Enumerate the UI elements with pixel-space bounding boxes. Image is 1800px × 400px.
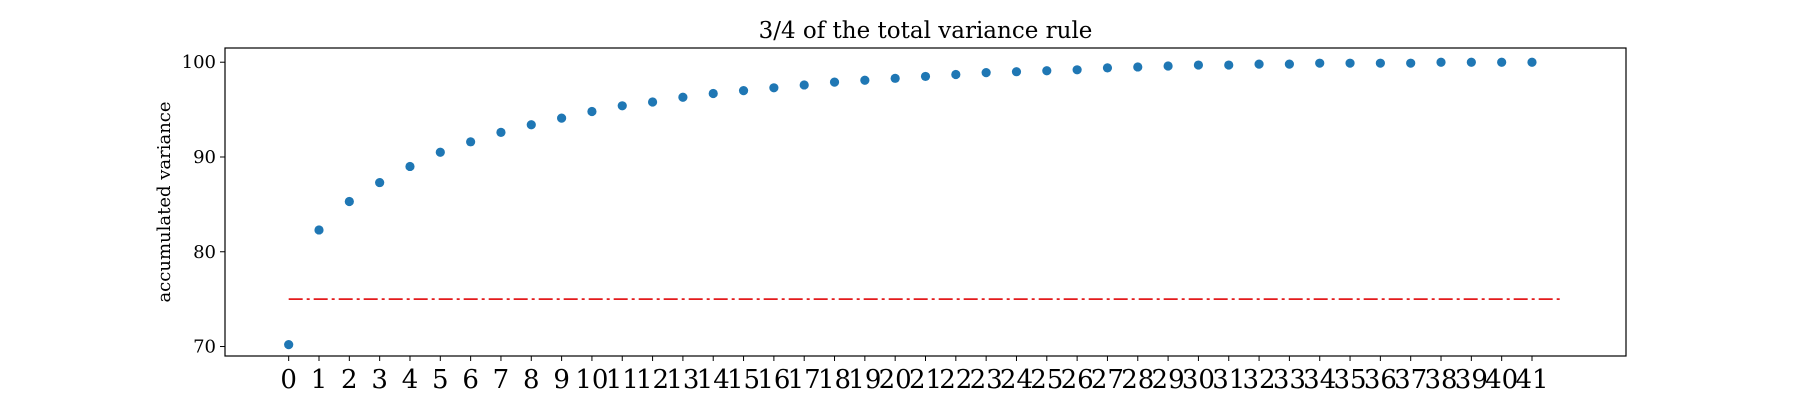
data-point (981, 68, 991, 78)
x-tick-label: 10 (575, 365, 608, 395)
data-point (1133, 62, 1143, 72)
y-tick-label: 90 (193, 147, 216, 168)
x-tick-label: 40 (1485, 365, 1518, 395)
x-tick-label: 4 (402, 365, 419, 395)
x-tick-label: 13 (666, 365, 699, 395)
x-tick-label: 5 (432, 365, 449, 395)
data-point (466, 137, 476, 147)
x-tick-label: 16 (757, 365, 790, 395)
data-point (435, 147, 445, 157)
data-point (738, 86, 749, 96)
data-points (284, 57, 1537, 350)
data-point (1163, 61, 1173, 71)
x-tick-label: 7 (493, 365, 510, 395)
data-point (708, 88, 718, 99)
x-tick-label: 14 (697, 365, 730, 395)
x-tick-label: 32 (1243, 365, 1276, 395)
x-tick-label: 21 (909, 365, 942, 395)
data-point (344, 196, 354, 207)
x-tick-label: 9 (553, 365, 570, 395)
data-point (1406, 58, 1416, 68)
chart-title: 3/4 of the total variance rule (759, 18, 1093, 44)
data-point (284, 340, 294, 350)
x-tick-label: 30 (1182, 365, 1215, 395)
x-tick-label: 41 (1515, 365, 1548, 395)
y-tick-label: 100 (182, 52, 216, 73)
x-axis: 0 1 2 3 4 5 6 7 8 9 101112131415161718192021222324… (280, 356, 1549, 395)
x-tick-label: 2 (341, 365, 358, 395)
data-point (829, 77, 840, 87)
x-tick-label: 6 (462, 365, 479, 395)
data-point (647, 97, 658, 107)
data-point (375, 177, 385, 188)
x-tick-label: 25 (1030, 365, 1063, 395)
data-point (1375, 58, 1385, 68)
x-tick-label: 27 (1091, 365, 1124, 395)
x-tick-label: 3 (371, 365, 388, 395)
x-tick-label: 38 (1424, 365, 1457, 395)
y-tick-label: 80 (193, 242, 216, 263)
x-tick-label: 29 (1152, 365, 1185, 395)
x-tick-label: 39 (1455, 365, 1488, 395)
data-point (557, 113, 567, 123)
data-point (1072, 65, 1082, 75)
x-tick-label: 23 (970, 365, 1003, 395)
data-point (1315, 58, 1325, 68)
data-point (890, 73, 900, 83)
data-point (1436, 57, 1446, 67)
data-point (1102, 63, 1113, 73)
x-tick-label: 28 (1121, 365, 1154, 395)
x-tick-label: 36 (1364, 365, 1397, 395)
x-tick-label: 35 (1333, 365, 1366, 395)
data-point (1193, 60, 1204, 70)
x-tick-label: 8 (523, 365, 540, 395)
data-point (1497, 57, 1507, 67)
y-axis: 70 80 90 100 (182, 52, 225, 358)
data-point (405, 161, 415, 172)
x-tick-label: 11 (606, 365, 639, 395)
data-point (1254, 59, 1264, 69)
data-point (951, 69, 961, 80)
x-tick-label: 17 (788, 365, 821, 395)
data-point (617, 101, 627, 111)
data-point (860, 75, 870, 85)
x-tick-label: 24 (1000, 365, 1033, 395)
x-tick-label: 33 (1273, 365, 1306, 395)
data-point (1345, 58, 1355, 68)
x-tick-label: 0 (280, 365, 297, 395)
data-point (1224, 60, 1234, 70)
x-tick-label: 34 (1303, 365, 1336, 395)
data-point (314, 225, 324, 235)
data-point (1042, 66, 1052, 76)
x-tick-label: 18 (818, 365, 851, 395)
data-point (1284, 59, 1294, 69)
data-point (678, 92, 688, 102)
data-point (1011, 67, 1022, 77)
x-tick-label: 22 (939, 365, 972, 395)
data-point (587, 106, 597, 117)
y-axis-label: accumulated variance (154, 101, 175, 302)
data-point (496, 127, 506, 137)
data-point (1527, 57, 1537, 67)
x-tick-label: 31 (1212, 365, 1245, 395)
data-point (799, 80, 809, 90)
x-tick-label: 20 (879, 365, 912, 395)
x-tick-label: 19 (848, 365, 881, 395)
data-point (526, 120, 536, 130)
data-point (920, 71, 931, 82)
x-tick-label: 1 (311, 365, 328, 395)
x-tick-label: 26 (1061, 365, 1094, 395)
x-tick-label: 12 (636, 365, 669, 395)
x-tick-label: 15 (727, 365, 760, 395)
x-tick-label: 37 (1394, 365, 1427, 395)
data-point (769, 83, 779, 93)
y-tick-label: 70 (193, 337, 216, 358)
plot-frame (224, 47, 1627, 357)
data-point (1466, 57, 1476, 67)
